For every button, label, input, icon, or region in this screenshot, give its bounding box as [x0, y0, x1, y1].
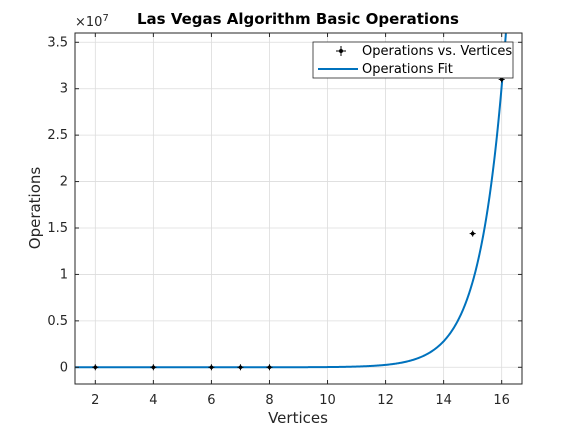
plot-area	[75, 33, 522, 384]
legend-box	[312, 41, 514, 79]
y-axis-label: Operations	[26, 167, 44, 250]
legend-marker-icon	[336, 46, 346, 56]
chart-title: Las Vegas Algorithm Basic Operations	[137, 10, 459, 28]
plot-frame	[74, 32, 523, 385]
y-exponent-label: ×107	[75, 13, 109, 30]
x-tick-label: 16	[493, 393, 510, 408]
y-exponent-power: 7	[102, 13, 108, 24]
data-point	[208, 364, 215, 371]
legend-label-markers: Operations vs. Vertices	[362, 44, 512, 59]
x-tick-label: 12	[377, 393, 394, 408]
x-tick-label: 10	[319, 393, 336, 408]
y-exponent-base: ×10	[75, 15, 102, 30]
markers-layer	[92, 76, 505, 371]
y-tick-label: 1.5	[47, 221, 68, 236]
y-tick-label: 0	[60, 360, 68, 375]
x-axis-label: Vertices	[268, 409, 328, 427]
y-tick-label: 3.5	[47, 35, 68, 50]
data-point	[92, 364, 99, 371]
ticks: 2 4 6 8 10 12 14 16 0 0.5 1 1.5 2 2.5 3 3.5	[47, 33, 522, 408]
y-tick-label: 3	[60, 82, 68, 97]
legend: Operations vs. Vertices Operations Fit	[312, 41, 514, 79]
legend-label-fit: Operations Fit	[362, 62, 453, 77]
y-tick-label: 2.5	[47, 128, 68, 143]
fit-curve	[75, 32, 507, 369]
x-tick-label: 6	[207, 393, 215, 408]
data-point	[266, 364, 273, 371]
x-tick-label: 2	[91, 393, 99, 408]
x-tick-label: 8	[265, 393, 273, 408]
x-tick-label: 14	[435, 393, 452, 408]
fit-curve-layer	[75, 32, 507, 369]
data-point	[469, 230, 476, 237]
y-tick-label: 2	[60, 175, 68, 190]
data-point	[150, 364, 157, 371]
y-tick-label: 1	[60, 267, 68, 282]
y-tick-label: 0.5	[47, 314, 68, 329]
data-point	[237, 364, 244, 371]
x-tick-label: 4	[149, 393, 157, 408]
